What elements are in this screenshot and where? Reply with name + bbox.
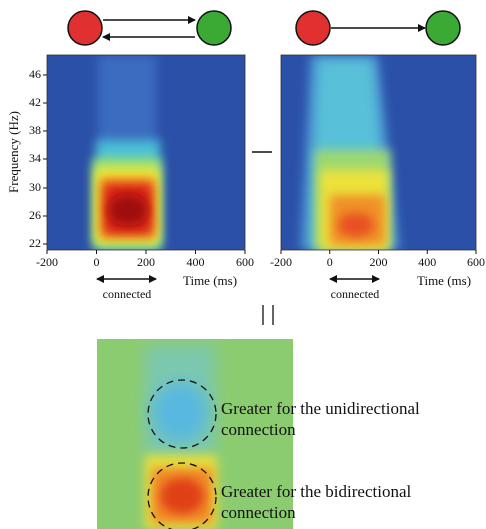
x-tick-label: 200 bbox=[137, 255, 155, 269]
finding-label: connection bbox=[221, 420, 296, 439]
annotation: connected bbox=[331, 287, 380, 301]
y-tick-label: 46 bbox=[29, 67, 41, 81]
y-tick-label: 38 bbox=[29, 123, 41, 137]
y-tick-label: 30 bbox=[29, 180, 41, 194]
finding-label: connection bbox=[221, 503, 296, 522]
highlight-circle bbox=[147, 379, 217, 449]
x-tick-label: 0 bbox=[327, 255, 333, 269]
x-axis-label: Time (ms) bbox=[183, 273, 237, 288]
x-tick-label: -200 bbox=[270, 255, 292, 269]
x-tick-label: 600 bbox=[236, 255, 254, 269]
x-axis-label: Time (ms) bbox=[417, 273, 471, 288]
x-tick-label: 600 bbox=[467, 255, 485, 269]
heatmap-difference bbox=[97, 339, 293, 529]
y-axis-label: Frequency (Hz) bbox=[6, 111, 21, 193]
heatmap-unidirectional bbox=[281, 55, 476, 250]
bidirectional-icon bbox=[67, 10, 232, 46]
x-tick-label: 400 bbox=[187, 255, 205, 269]
finding-label: Greater for the bidirectional bbox=[221, 482, 411, 501]
y-tick-label: 42 bbox=[29, 95, 41, 109]
x-tick-label: 0 bbox=[94, 255, 100, 269]
heatmap-bidirectional bbox=[47, 55, 245, 250]
y-tick-label: 22 bbox=[29, 236, 41, 250]
x-tick-label: 400 bbox=[418, 255, 436, 269]
highlight-circle bbox=[147, 462, 217, 529]
finding-label: Greater for the unidirectional bbox=[221, 399, 420, 418]
unidirectional-icon bbox=[295, 10, 461, 46]
x-tick-label: -200 bbox=[36, 255, 58, 269]
y-tick-label: 26 bbox=[29, 208, 41, 222]
x-tick-label: 200 bbox=[370, 255, 388, 269]
annotation: connected bbox=[103, 287, 152, 301]
y-tick-label: 34 bbox=[29, 151, 41, 165]
